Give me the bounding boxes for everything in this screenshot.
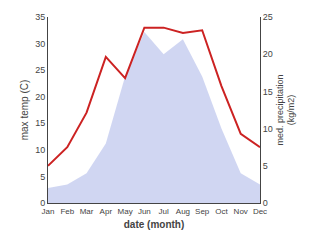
svg-text:25: 25 <box>35 65 45 75</box>
svg-text:Aug: Aug <box>176 207 190 216</box>
svg-text:5: 5 <box>40 172 45 182</box>
svg-text:0: 0 <box>263 198 268 208</box>
svg-text:med. precipitation(kg/m2): med. precipitation(kg/m2) <box>275 74 297 145</box>
svg-text:20: 20 <box>263 49 273 59</box>
svg-text:Oct: Oct <box>215 207 228 216</box>
svg-text:max temp (C): max temp (C) <box>19 80 30 141</box>
svg-text:30: 30 <box>35 39 45 49</box>
svg-text:25: 25 <box>263 12 273 22</box>
svg-text:Apr: Apr <box>100 207 113 216</box>
svg-text:10: 10 <box>35 145 45 155</box>
svg-text:35: 35 <box>35 12 45 22</box>
svg-text:Feb: Feb <box>60 207 74 216</box>
svg-text:May: May <box>118 207 133 216</box>
svg-text:Nov: Nov <box>234 207 248 216</box>
svg-text:date (month): date (month) <box>124 219 185 230</box>
svg-text:0: 0 <box>40 198 45 208</box>
svg-text:5: 5 <box>263 161 268 171</box>
svg-text:20: 20 <box>35 92 45 102</box>
svg-text:Jul: Jul <box>159 207 169 216</box>
svg-text:Dec: Dec <box>253 207 267 216</box>
svg-text:Sep: Sep <box>195 207 210 216</box>
svg-text:Mar: Mar <box>80 207 94 216</box>
svg-text:15: 15 <box>35 118 45 128</box>
svg-text:Jan: Jan <box>42 207 55 216</box>
svg-text:Jun: Jun <box>138 207 151 216</box>
svg-text:15: 15 <box>263 87 273 97</box>
svg-text:10: 10 <box>263 124 273 134</box>
